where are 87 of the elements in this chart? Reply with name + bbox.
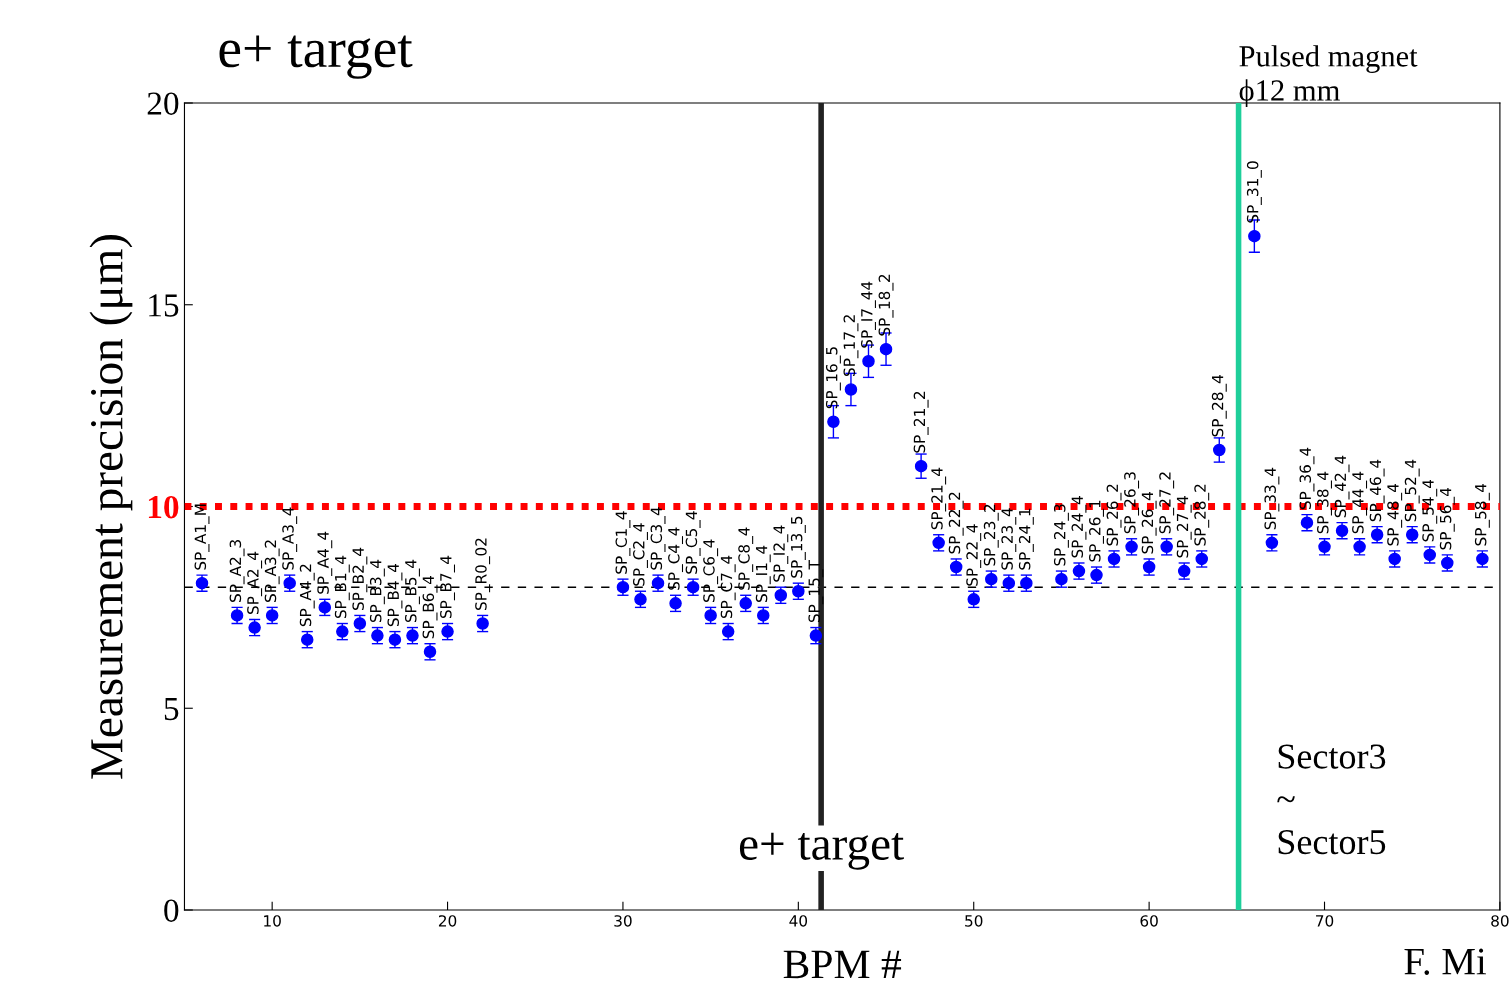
y-tick-label: 20: [147, 92, 179, 115]
x-tick-label: 10: [264, 915, 281, 927]
annotation: SP_16_5: [825, 347, 841, 409]
annotation: SP_13_5: [790, 516, 806, 578]
annotation: SP_48_4: [1387, 483, 1403, 546]
point: [827, 415, 840, 429]
annotation: SP_23_2: [983, 504, 999, 566]
y-tick-label: 5: [164, 697, 179, 721]
annotation: SP_I1_4: [755, 545, 771, 602]
annotation: SP_C5_4: [685, 511, 701, 574]
annotation: SP_28_2: [1194, 484, 1210, 546]
annotation: SP_22_2: [948, 492, 964, 554]
x-axis-title: BPM #: [783, 950, 902, 979]
point: [1213, 443, 1226, 457]
annotation: SP_I2_4: [773, 525, 789, 582]
point: [914, 459, 928, 473]
annotation: SP_A1_M: [194, 504, 210, 570]
annotation: SP_46_4: [1369, 459, 1385, 522]
annotation: SP_C3_4: [650, 507, 666, 570]
x-tick-label: 70: [1316, 915, 1334, 927]
annotation: SP_15_T: [808, 560, 824, 623]
annotation: SP_17_2: [843, 315, 859, 376]
annotation: SP_52_4: [1404, 459, 1420, 522]
annotation: SP_C7_4: [720, 555, 736, 619]
y-tick-label: 0: [164, 899, 179, 922]
annotation: SP_26_2: [1106, 484, 1122, 546]
annotation: SP_44_4: [1352, 471, 1368, 534]
y-tick-label: 15: [149, 294, 179, 317]
annotation: SP_B3_4: [369, 559, 385, 623]
annotation: SP_C8_4: [738, 527, 754, 590]
annotation: SP_C1_4: [615, 511, 631, 574]
annotation: SP_24_4: [1071, 496, 1087, 558]
x-tick-label: 50: [965, 915, 983, 927]
x-tick-label: 20: [438, 915, 457, 927]
x-tick-label: 60: [1140, 915, 1158, 927]
annotation: SP_26_3: [1124, 472, 1140, 534]
annotation: SP_A4_4: [317, 531, 333, 594]
point: [879, 342, 893, 356]
y-tick-label: 10: [148, 495, 179, 519]
annotation: SP_A2_4: [247, 551, 263, 615]
annotation: Sector3 ~ Sector5: [1277, 744, 1386, 855]
annotation: SP_C6_4: [703, 539, 719, 602]
text: F. Mi: [1404, 948, 1487, 975]
point: [862, 354, 875, 368]
annotation: SP_R0_02: [475, 538, 491, 611]
annotation: SP_B1_4: [334, 555, 350, 619]
annotation: SP_58_4: [1474, 483, 1490, 546]
annotation: SP_33_4: [1264, 467, 1280, 530]
annotation: SP_22_4: [966, 524, 982, 586]
annotation: SP_A2_3: [229, 540, 245, 602]
point: [1248, 229, 1261, 243]
annotation: SP_24_1: [1018, 508, 1034, 570]
annotation: SP_31_0: [1246, 161, 1262, 223]
annotation: SP_C4_4: [668, 527, 684, 590]
annotation: SP_24_3: [1053, 504, 1069, 566]
annotation: SP_54_4: [1422, 479, 1438, 542]
x-tick-label: 30: [614, 915, 632, 927]
annotation: SP_A3_4: [282, 507, 298, 570]
x-tick-label: 80: [1491, 915, 1509, 927]
annotation: SP_42_4: [1334, 455, 1350, 518]
annotation: SP_26_4: [1141, 492, 1157, 554]
annotation: SP_B6_4: [422, 576, 438, 639]
annotation: SP_36_4: [1299, 447, 1315, 510]
annotation: SP_I7_44: [861, 281, 876, 348]
ref-line-label: e+ target: [739, 832, 904, 870]
annotation: SP_A4_2: [299, 564, 315, 627]
text: e+ target: [219, 35, 413, 79]
annotation: SP_B4_4: [387, 563, 403, 627]
ref-line-label: Pulsed magnet ϕ12 mm: [1239, 45, 1418, 108]
annotation: SP_56_4: [1439, 488, 1455, 550]
annotation: SP_21_2: [913, 391, 929, 453]
annotation: SP_B7_4: [440, 555, 456, 619]
annotation: SP_28_4: [1211, 375, 1227, 437]
x-tick-label: 40: [789, 915, 808, 927]
annotation: SP_27_4: [1176, 496, 1192, 558]
y-axis-title: Measurement precision (μm): [89, 234, 133, 779]
annotation: SP_18_2: [878, 274, 894, 336]
annotation: SP_26_1: [1089, 500, 1104, 562]
annotation: SP_A3_2: [264, 540, 280, 602]
annotation: SP_21_4: [931, 467, 947, 530]
annotation: SP_B5_4: [405, 559, 420, 623]
annotation: SP_27_2: [1159, 472, 1175, 534]
annotation: SP_38_4: [1317, 471, 1332, 534]
point: [844, 383, 858, 396]
annotation: SP_B2_4: [352, 547, 368, 611]
annotation: SP_23_4: [1001, 508, 1017, 570]
annotation: SP_C2_4: [633, 523, 648, 586]
